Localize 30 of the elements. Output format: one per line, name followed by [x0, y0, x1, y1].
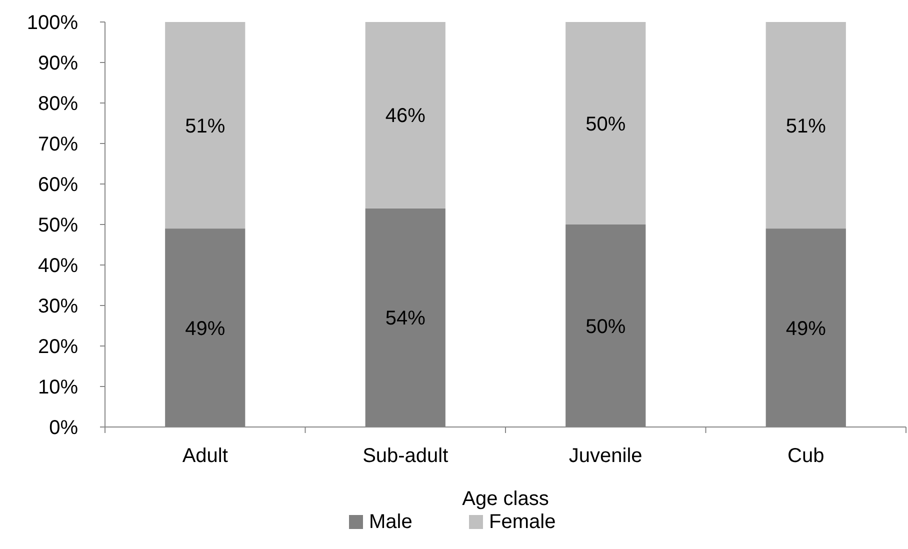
data-label: 51%	[185, 115, 226, 138]
bar	[566, 22, 646, 224]
y-tick-label: 50%	[38, 214, 78, 236]
y-tick-label: 70%	[38, 134, 78, 156]
x-axis-title: Age class	[462, 488, 549, 510]
y-tick-label: 40%	[38, 255, 78, 277]
data-label: 46%	[385, 105, 426, 128]
y-tick-label: 100%	[26, 12, 78, 34]
x-tick-label: Juvenile	[568, 445, 642, 467]
y-tick-label: 30%	[38, 296, 78, 318]
y-tick-label: 90%	[38, 52, 78, 74]
y-tick-label: 80%	[38, 93, 78, 115]
bar	[365, 22, 446, 208]
data-label: 49%	[185, 318, 226, 340]
bar	[165, 22, 246, 229]
y-tick-label: 20%	[38, 336, 78, 358]
data-label: 50%	[586, 316, 626, 338]
legend-label: Male	[369, 511, 412, 533]
legend-label: Female	[489, 511, 556, 533]
data-label: 54%	[385, 308, 426, 330]
x-tick-label: Adult	[182, 445, 228, 467]
data-label: 51%	[786, 115, 826, 138]
x-tick-label: Sub-adult	[362, 445, 449, 467]
x-tick-label: Cub	[788, 445, 824, 467]
y-tick-label: 0%	[49, 417, 78, 439]
y-tick-label: 10%	[38, 376, 78, 398]
data-label: 49%	[786, 318, 826, 340]
data-label: 50%	[586, 113, 626, 136]
y-tick-label: 60%	[38, 174, 78, 196]
bar	[766, 22, 846, 229]
